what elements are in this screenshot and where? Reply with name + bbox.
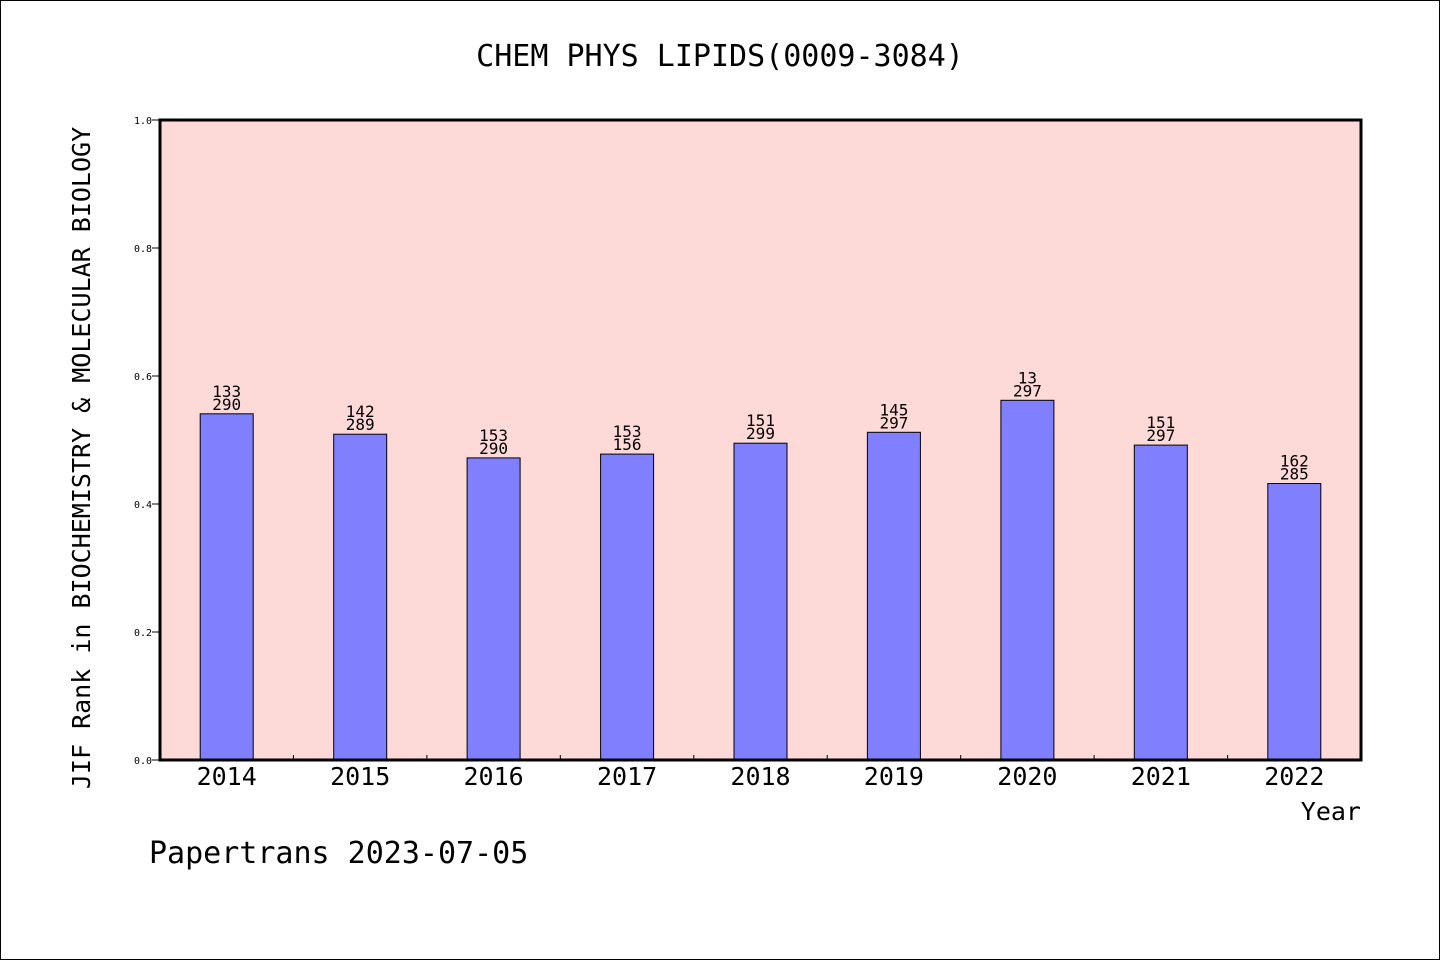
x-axis-ticks: 2014 2015 2016 2017 2018 2019 2020 2021 2022	[197, 755, 1324, 791]
bar-label-rank-2016: 153	[479, 426, 508, 445]
bar-label-rank-2018: 151	[746, 411, 775, 430]
footer-credit: Papertrans 2023-07-05	[149, 836, 528, 871]
bar-2021	[1133, 444, 1188, 761]
bar-label-rank-2015: 142	[346, 402, 375, 421]
y-tick-label: 0.2	[134, 628, 152, 639]
bar-label-rank-2014: 133	[212, 382, 241, 401]
x-tick-label-2021: 2021	[1131, 762, 1191, 791]
bar-2018	[733, 442, 788, 761]
x-tick-label-2019: 2019	[864, 762, 924, 791]
y-axis-ticks: 0.0 0.2 0.4 0.6 0.8 1.0	[134, 116, 160, 767]
bar-2014	[199, 413, 254, 761]
bar-2019	[866, 431, 921, 761]
y-axis-label: JIF Rank in BIOCHEMISTRY & MOLECULAR BIO…	[67, 127, 96, 789]
bar-label-total-2022: 285	[1280, 465, 1309, 484]
y-tick-label: 1.0	[134, 116, 152, 127]
x-tick-label-2017: 2017	[597, 762, 657, 791]
bar-2016	[466, 457, 521, 761]
bar-2017	[600, 453, 655, 761]
y-tick-label: 0.8	[134, 244, 152, 255]
x-tick-label-2015: 2015	[330, 762, 390, 791]
bar-2015	[333, 433, 388, 761]
x-tick-label-2020: 2020	[997, 762, 1057, 791]
bar-label-total-2014: 290	[212, 395, 241, 414]
x-tick-label-2014: 2014	[197, 762, 257, 791]
y-tick-label: 0.4	[134, 500, 152, 511]
bar-label-rank-2020: 13	[1018, 368, 1037, 387]
x-axis-label: Year	[1301, 797, 1361, 826]
bar-label-total-2018: 299	[746, 424, 775, 443]
plot-border	[158, 118, 1363, 762]
bars-group	[199, 399, 1322, 761]
bar-label-total-2016: 290	[479, 439, 508, 458]
bar-label-total-2017: 156	[613, 435, 642, 454]
chart-title: CHEM PHYS LIPIDS(0009-3084)	[476, 39, 964, 74]
bar-label-rank-2019: 145	[879, 400, 908, 419]
x-tick-label-2022: 2022	[1264, 762, 1324, 791]
bar-2020	[1000, 399, 1055, 761]
bar-label-total-2015: 289	[346, 415, 375, 434]
y-tick-label: 0.6	[134, 372, 152, 383]
x-tick-label-2018: 2018	[730, 762, 790, 791]
x-tick-label-2016: 2016	[463, 762, 523, 791]
bar-2022	[1267, 483, 1322, 761]
bar-label-rank-2022: 162	[1280, 452, 1309, 471]
bar-label-rank-2017: 153	[613, 422, 642, 441]
bar-label-total-2020: 297	[1013, 381, 1042, 400]
bar-label-rank-2021: 151	[1146, 413, 1175, 432]
bar-label-total-2019: 297	[879, 413, 908, 432]
bar-label-total-2021: 297	[1146, 426, 1175, 445]
y-tick-label: 0.0	[134, 756, 152, 767]
